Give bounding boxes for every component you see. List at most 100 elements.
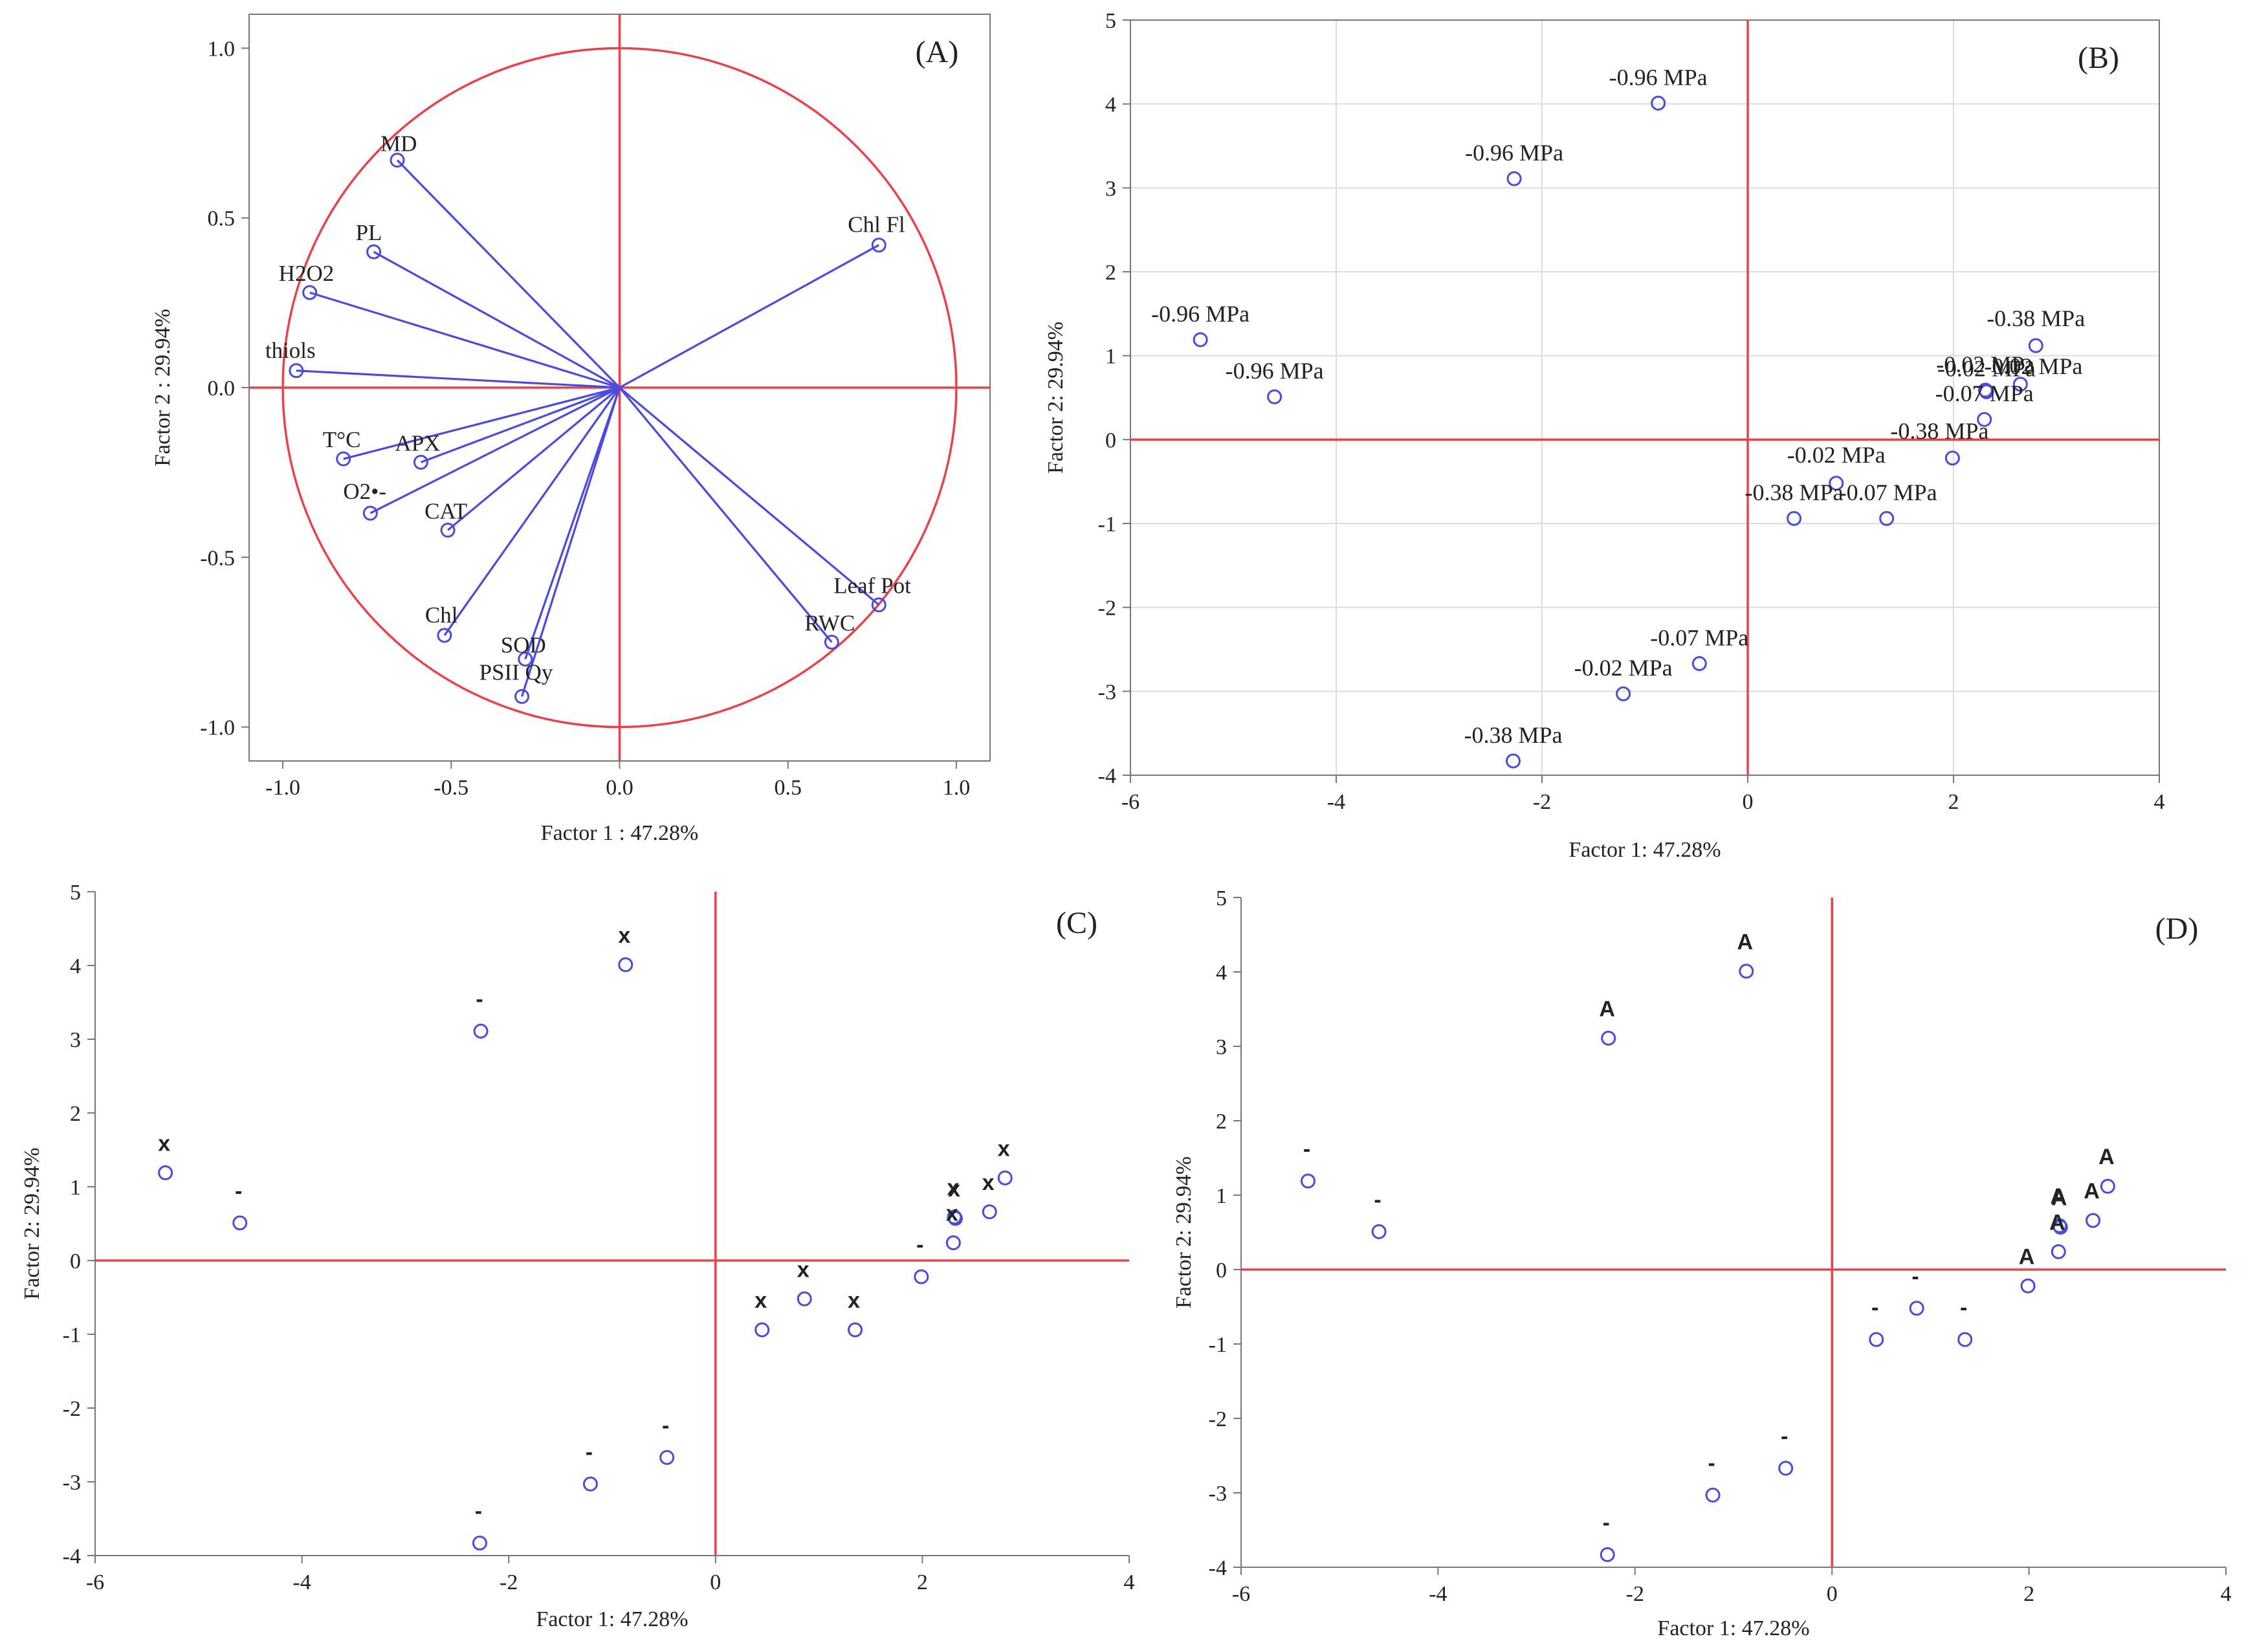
point-label: - — [1374, 1187, 1381, 1212]
point-label: -0.07 MPa — [1650, 625, 1748, 651]
x-tick-label: -6 — [86, 1570, 104, 1594]
panel-tag: (C) — [1056, 906, 1097, 940]
score-point — [754, 1322, 770, 1338]
loading-marker — [824, 634, 839, 650]
x-axis-title: Factor 1 : 47.28% — [541, 821, 699, 845]
y-tick-label: 0.5 — [208, 207, 236, 231]
point-label: - — [1911, 1264, 1919, 1289]
score-point — [2028, 338, 2043, 353]
loading-vector — [443, 387, 621, 636]
x-tick-label: 0 — [710, 1570, 721, 1594]
point-label: - — [1960, 1295, 1967, 1320]
x-tick-label: -1.0 — [265, 776, 300, 800]
loading-vector — [521, 387, 621, 697]
y-tick-label: 5 — [1105, 9, 1116, 33]
y-tick-label: -1 — [63, 1323, 81, 1347]
loading-vector — [309, 291, 620, 389]
loading-marker — [366, 244, 382, 259]
x-axis-title: Factor 1: 47.28% — [1569, 838, 1721, 862]
point-label: -0.02 MPa — [1574, 655, 1673, 681]
point-label: x — [998, 1136, 1010, 1161]
loading-label: APX — [395, 430, 440, 456]
y-tick-label: 0 — [70, 1250, 81, 1273]
loading-label: Leaf Pot — [833, 573, 911, 599]
loading-vector — [420, 386, 621, 463]
y-tick-label: 2 — [70, 1102, 81, 1126]
x-tick-label: 4 — [2221, 1582, 2232, 1606]
x-tick-label: -2 — [1533, 790, 1551, 814]
point-label: A — [2019, 1244, 2035, 1269]
x-tick-label: -0.5 — [434, 776, 468, 800]
x-tick-label: 1.0 — [943, 776, 971, 800]
y-tick-label: 2 — [1216, 1110, 1227, 1134]
point-label: - — [476, 987, 483, 1011]
score-point — [1778, 1460, 1794, 1476]
x-tick-label: 0.5 — [774, 776, 802, 800]
score-point — [797, 1291, 812, 1306]
score-point — [2053, 1219, 2068, 1235]
point-label: - — [1708, 1451, 1715, 1475]
loading-vector — [619, 386, 833, 643]
y-tick-label: -4 — [63, 1545, 81, 1569]
score-point — [1691, 656, 1707, 672]
loading-marker — [437, 628, 452, 643]
y-tick-label: -4 — [1209, 1556, 1227, 1580]
score-point — [945, 1235, 961, 1251]
score-point — [1600, 1547, 1615, 1562]
y-tick-label: 0 — [1105, 428, 1116, 452]
loading-vector — [524, 387, 621, 660]
x-axis-title: Factor 1: 47.28% — [536, 1607, 688, 1631]
x-tick-label: -6 — [1121, 790, 1140, 814]
panel-tag: (A) — [916, 35, 959, 69]
score-point — [1944, 450, 1960, 466]
point-label: x — [158, 1131, 170, 1156]
panel-tag: (B) — [2078, 41, 2119, 75]
loading-vector — [373, 250, 621, 389]
score-point — [473, 1023, 489, 1039]
y-tick-label: -1.0 — [200, 716, 235, 740]
score-point — [1829, 476, 1844, 491]
y-tick-label: -2 — [1209, 1407, 1227, 1431]
score-point — [914, 1269, 929, 1284]
y-tick-label: -1 — [1209, 1333, 1227, 1357]
x-axis-title: Factor 1: 47.28% — [1657, 1616, 1809, 1640]
y-tick-label: 1 — [1105, 345, 1116, 369]
score-point — [1977, 412, 1992, 427]
y-tick-label: 4 — [70, 954, 81, 978]
loading-label: H2O2 — [279, 261, 335, 286]
point-label: -0.07 MPa — [1935, 380, 2034, 406]
unit-circle — [281, 47, 958, 729]
point-label: - — [1603, 1510, 1610, 1535]
y-tick-label: 3 — [70, 1028, 81, 1052]
y-axis-title: Factor 2: 29.94% — [1044, 322, 1068, 474]
x-tick-label: 4 — [2154, 790, 2165, 814]
x-tick-label: -4 — [292, 1570, 311, 1594]
y-tick-label: 5 — [70, 881, 81, 905]
loading-vector — [447, 386, 621, 531]
y-tick-label: 3 — [1216, 1035, 1227, 1059]
point-label: -0.96 MPa — [1609, 64, 1708, 90]
score-point — [1957, 1332, 1973, 1347]
y-tick-label: 1 — [70, 1176, 81, 1200]
point-label: x — [618, 923, 630, 948]
score-point — [1505, 753, 1521, 769]
point-label: A — [2049, 1210, 2065, 1235]
panel-a: -1.0 -0.5 0.0 0.5 1.0 -1.0 -0.5 0.0 0.5 1.0 Factor… — [151, 14, 991, 845]
loading-vector — [296, 369, 620, 389]
score-point — [2012, 377, 2028, 392]
x-tick-label: 4 — [1124, 1570, 1135, 1594]
x-tick-label: -4 — [1327, 790, 1345, 814]
score-point — [1739, 964, 1754, 979]
x-tick-label: 2 — [1948, 790, 1959, 814]
score-point — [1601, 1030, 1616, 1046]
point-label: A — [2051, 1184, 2067, 1209]
y-tick-label: -3 — [1209, 1482, 1227, 1506]
score-point — [659, 1449, 675, 1465]
loading-vector — [396, 159, 621, 389]
x-tick-label: 2 — [917, 1570, 928, 1594]
score-point — [2100, 1178, 2115, 1194]
loading-label: Chl — [425, 602, 458, 628]
point-label: -0.38 MPa — [1745, 479, 1844, 505]
